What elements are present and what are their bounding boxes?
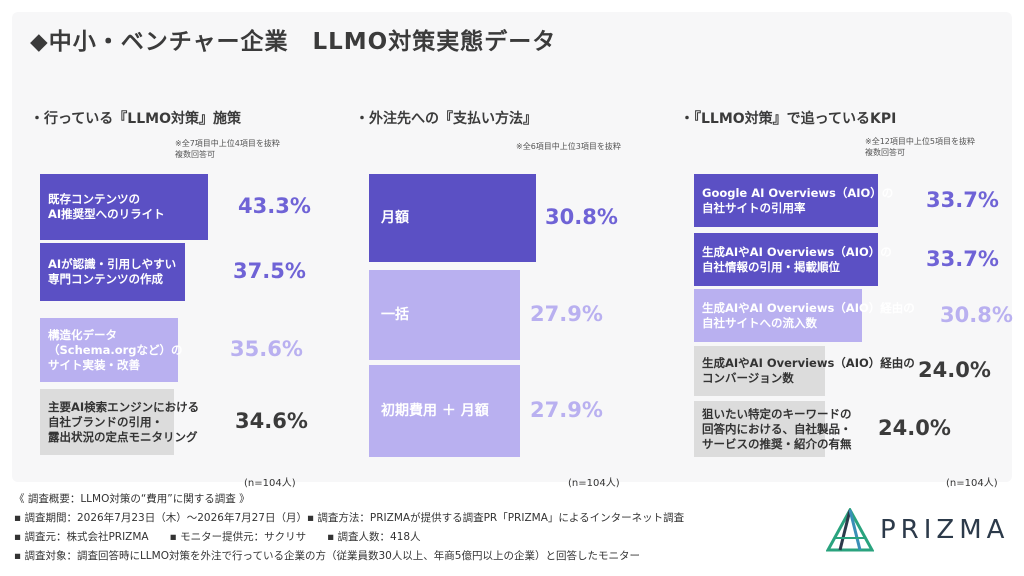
- chart-2-value-label-2: 30.8%: [940, 302, 1013, 327]
- panel-2-sample-size: (n=104人): [568, 478, 620, 489]
- survey-overview: 《 調査概要：LLMO対策の“費用”に関する調査 》 ▪ 調査期間：2026年7…: [14, 490, 684, 566]
- chart-2-value-label-0: 33.7%: [926, 187, 999, 212]
- chart-0-value-label-2: 35.6%: [230, 337, 303, 361]
- chart-1-category-2: 初期費用 ＋ 月額: [381, 402, 489, 419]
- chart-2-category-1: 生成AIやAI Overviews（AIO）の 自社情報の引用・掲載順位: [702, 244, 892, 274]
- chart-0-bar-3: 主要AI検索エンジンにおける 自社ブランドの引用・ 露出状況の定点モニタリング: [40, 389, 199, 455]
- chart-2-category-3: 生成AIやAI Overviews（AIO）経由の コンバージョン数: [702, 356, 915, 385]
- chart-0-value-label-1: 37.5%: [233, 259, 306, 283]
- chart-0-bar-0: 既存コンテンツの AI推奨型へのリライト: [40, 174, 208, 240]
- prizma-logo-icon: [826, 508, 874, 552]
- chart-2-bar-0: Google AI Overviews（AIO）の 自社サイトの引用率: [694, 174, 893, 227]
- chart-1-bar-1: 一括: [369, 270, 520, 360]
- chart-1-value-label-2: 27.9%: [530, 398, 603, 422]
- chart-1-category-0: 月額: [381, 209, 409, 226]
- chart-0-value-label-0: 43.3%: [238, 194, 311, 218]
- survey-period-method: ▪ 調査期間：2026年7月23日（木）〜2026年7月27日（月）▪ 調査方法…: [14, 512, 685, 524]
- survey-target: ▪ 調査対象：調査回答時にLLMO対策を外注で行っている企業の方（従業員数30人…: [14, 550, 640, 562]
- page-title: ◆中小・ベンチャー企業 LLMO対策実態データ: [30, 29, 557, 55]
- chart-1-bar-2: 初期費用 ＋ 月額: [369, 365, 520, 457]
- chart-0-category-3: 主要AI検索エンジンにおける 自社ブランドの引用・ 露出状況の定点モニタリング: [48, 399, 200, 444]
- chart-0-value-label-3: 34.6%: [235, 409, 308, 433]
- survey-heading: 《 調査概要：LLMO対策の“費用”に関する調査 》: [14, 493, 250, 505]
- chart-2-bar-3: 生成AIやAI Overviews（AIO）経由の コンバージョン数: [694, 346, 915, 396]
- chart-0-category-0: 既存コンテンツの AI推奨型へのリライト: [48, 192, 165, 221]
- chart-2-value-label-4: 24.0%: [878, 416, 951, 440]
- chart-1-value-label-0: 30.8%: [545, 205, 618, 229]
- chart-2-category-2: 生成AIやAI Overviews（AIO）経由の 自社サイトへの流入数: [702, 300, 915, 330]
- chart-2-bar-2: 生成AIやAI Overviews（AIO）経由の 自社サイトへの流入数: [694, 289, 915, 342]
- chart-1-bar-0: 月額: [369, 174, 536, 262]
- chart-0-bar-1: AIが認識・引用しやすい 専門コンテンツの作成: [40, 243, 185, 301]
- panel-2-title: ・外注先への『支払い方法』: [355, 111, 537, 127]
- prizma-logo: PRIZMA: [826, 508, 1009, 552]
- panel-1-sample-size: (n=104人): [244, 478, 296, 489]
- panel-1-note: ※全7項目中上位4項目を抜粋 複数回答可: [175, 139, 280, 159]
- panel-2-note: ※全6項目中上位3項目を抜粋: [516, 142, 621, 151]
- panel-3-note: ※全12項目中上位5項目を抜粋 複数回答可: [865, 137, 975, 157]
- prizma-logo-text: PRIZMA: [880, 515, 1010, 545]
- panel-3-sample-size: (n=104人): [946, 478, 998, 489]
- chart-2-bar-1: 生成AIやAI Overviews（AIO）の 自社情報の引用・掲載順位: [694, 233, 892, 286]
- chart-0-bar-2: 構造化データ （Schema.orgなど）の サイト実装・改善: [40, 318, 183, 382]
- chart-2-category-0: Google AI Overviews（AIO）の 自社サイトの引用率: [702, 185, 894, 215]
- panel-1-title: ・行っている『LLMO対策』施策: [30, 111, 241, 127]
- chart-1-value-label-1: 27.9%: [530, 302, 603, 326]
- chart-0-category-2: 構造化データ （Schema.orgなど）の サイト実装・改善: [48, 327, 183, 372]
- chart-0-category-1: AIが認識・引用しやすい 専門コンテンツの作成: [48, 257, 177, 286]
- chart-2-category-4: 狙いたい特定のキーワードの 回答内における、自社製品・ サービスの推奨・紹介の有…: [702, 406, 852, 451]
- chart-2-bar-4: 狙いたい特定のキーワードの 回答内における、自社製品・ サービスの推奨・紹介の有…: [694, 401, 852, 457]
- chart-2-value-label-3: 24.0%: [918, 358, 991, 382]
- survey-source: ▪ 調査元：株式会社PRIZMA ▪ モニター提供元：サクリサ ▪ 調査人数：4…: [14, 531, 421, 543]
- chart-2-value-label-1: 33.7%: [926, 246, 999, 271]
- panel-3-title: ・『LLMO対策』で追っているKPI: [680, 111, 897, 127]
- chart-1-category-1: 一括: [381, 306, 409, 323]
